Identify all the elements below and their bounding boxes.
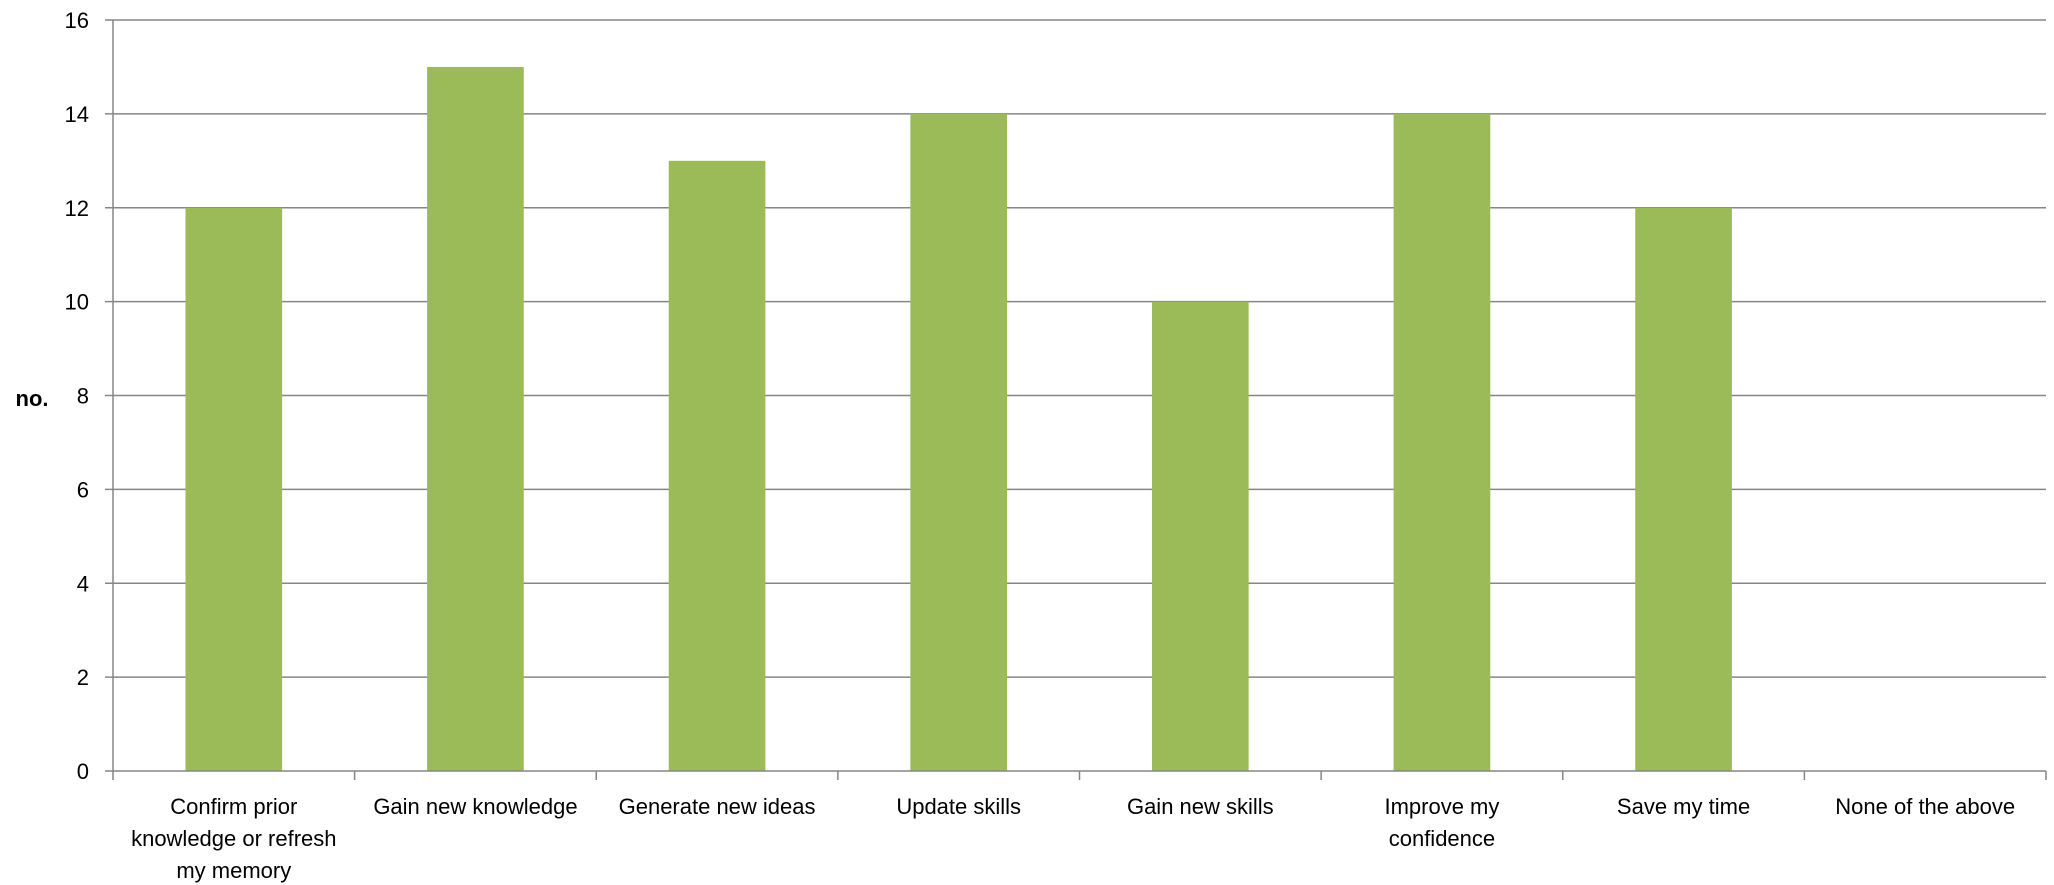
bar-series	[185, 66, 1732, 771]
x-tick-label: Gain new knowledge	[373, 794, 577, 819]
y-tick-label: 10	[65, 290, 89, 315]
bar	[668, 160, 766, 771]
bar	[1151, 301, 1249, 771]
y-tick-label: 2	[77, 665, 89, 690]
y-tick-label: 16	[65, 8, 89, 33]
y-tick-label: 8	[77, 384, 89, 409]
x-tick-label: Save my time	[1617, 794, 1750, 819]
y-axis-label: no.	[16, 386, 49, 411]
x-tick-label: None of the above	[1835, 794, 2015, 819]
x-tick-label: Confirm prior knowledge or refresh my memo…	[131, 794, 336, 883]
bar	[1635, 207, 1732, 771]
y-tick-label: 0	[77, 759, 89, 784]
y-tick-label: 6	[77, 477, 89, 502]
y-tick-label: 14	[65, 102, 89, 127]
bar	[910, 113, 1008, 771]
bar	[427, 66, 524, 771]
x-tick-labels: Confirm prior knowledge or refresh my memo…	[131, 794, 2015, 883]
y-tick-label: 4	[77, 571, 89, 596]
y-tick-labels: 0 2 4 6 8 10 12 14 16	[65, 8, 89, 784]
x-tick-label: Improve my confidence	[1384, 794, 1499, 851]
gridlines	[113, 19, 2046, 678]
axes	[105, 19, 2047, 780]
x-tick-label: Gain new skills	[1127, 794, 1274, 819]
x-tick-label: Update skills	[896, 794, 1021, 819]
bar	[1393, 113, 1491, 771]
y-tick-label: 12	[65, 196, 89, 221]
x-tick-label: Generate new ideas	[619, 794, 816, 819]
bar	[185, 207, 283, 771]
